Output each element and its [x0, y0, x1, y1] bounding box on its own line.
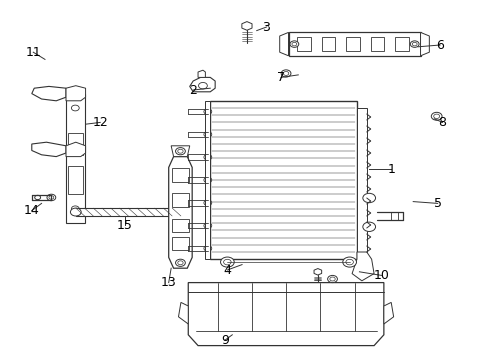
- Bar: [172, 168, 188, 182]
- Circle shape: [430, 112, 441, 120]
- Text: 3: 3: [262, 21, 270, 33]
- Polygon shape: [279, 32, 288, 56]
- Bar: [356, 108, 366, 252]
- Bar: [297, 37, 310, 51]
- Circle shape: [203, 177, 211, 183]
- Circle shape: [71, 206, 79, 212]
- Polygon shape: [198, 70, 205, 77]
- Bar: [370, 37, 384, 51]
- Bar: [68, 133, 82, 155]
- Bar: [172, 193, 188, 207]
- Circle shape: [203, 109, 211, 114]
- Text: 14: 14: [24, 204, 40, 217]
- Bar: [394, 37, 408, 51]
- Polygon shape: [171, 146, 189, 157]
- Text: 15: 15: [117, 219, 132, 231]
- Text: 11: 11: [25, 46, 41, 59]
- Circle shape: [198, 82, 207, 89]
- Circle shape: [177, 149, 183, 153]
- Circle shape: [71, 139, 79, 144]
- Circle shape: [49, 196, 54, 199]
- Bar: [172, 219, 188, 232]
- Circle shape: [345, 259, 353, 265]
- Circle shape: [291, 42, 296, 46]
- Circle shape: [409, 41, 418, 48]
- Circle shape: [175, 148, 185, 155]
- Circle shape: [342, 257, 356, 267]
- Bar: [172, 237, 188, 250]
- Circle shape: [329, 277, 335, 281]
- Circle shape: [203, 223, 211, 229]
- Polygon shape: [189, 77, 215, 92]
- Circle shape: [223, 259, 231, 265]
- Polygon shape: [178, 302, 188, 324]
- Circle shape: [283, 72, 288, 76]
- Circle shape: [203, 154, 211, 160]
- Circle shape: [71, 105, 79, 111]
- Text: 13: 13: [161, 276, 176, 289]
- Text: 10: 10: [373, 269, 388, 282]
- Circle shape: [70, 208, 81, 216]
- Text: 8: 8: [438, 116, 446, 129]
- Bar: [68, 166, 82, 194]
- Polygon shape: [420, 32, 428, 56]
- Bar: [205, 101, 210, 259]
- Text: 5: 5: [433, 197, 441, 210]
- Polygon shape: [242, 22, 251, 30]
- Polygon shape: [383, 302, 393, 324]
- Circle shape: [175, 208, 186, 216]
- Circle shape: [177, 261, 183, 265]
- Text: 6: 6: [435, 39, 443, 51]
- Text: 9: 9: [221, 334, 228, 347]
- Circle shape: [411, 42, 416, 46]
- Circle shape: [203, 131, 211, 137]
- Bar: [210, 101, 356, 259]
- Circle shape: [281, 70, 290, 77]
- Bar: [346, 37, 359, 51]
- Polygon shape: [188, 283, 383, 346]
- Polygon shape: [168, 157, 192, 268]
- Text: 2: 2: [189, 84, 197, 96]
- Polygon shape: [351, 252, 373, 281]
- Polygon shape: [66, 86, 85, 101]
- Bar: [288, 32, 420, 56]
- Circle shape: [175, 259, 185, 266]
- Bar: [76, 208, 181, 216]
- Circle shape: [433, 114, 439, 118]
- Circle shape: [203, 246, 211, 251]
- Circle shape: [289, 41, 298, 48]
- Bar: [321, 37, 335, 51]
- Text: 4: 4: [223, 264, 231, 276]
- Circle shape: [35, 195, 41, 199]
- Bar: [66, 94, 84, 223]
- Circle shape: [220, 257, 234, 267]
- Circle shape: [203, 200, 211, 206]
- Text: 12: 12: [92, 116, 108, 129]
- Circle shape: [71, 172, 79, 178]
- Circle shape: [362, 193, 375, 203]
- Text: 7: 7: [277, 71, 285, 84]
- Polygon shape: [32, 142, 66, 157]
- Polygon shape: [313, 269, 321, 275]
- Circle shape: [362, 222, 375, 231]
- Polygon shape: [32, 86, 66, 101]
- Circle shape: [47, 194, 56, 201]
- Text: 1: 1: [386, 163, 394, 176]
- Polygon shape: [66, 142, 85, 157]
- Circle shape: [327, 275, 337, 283]
